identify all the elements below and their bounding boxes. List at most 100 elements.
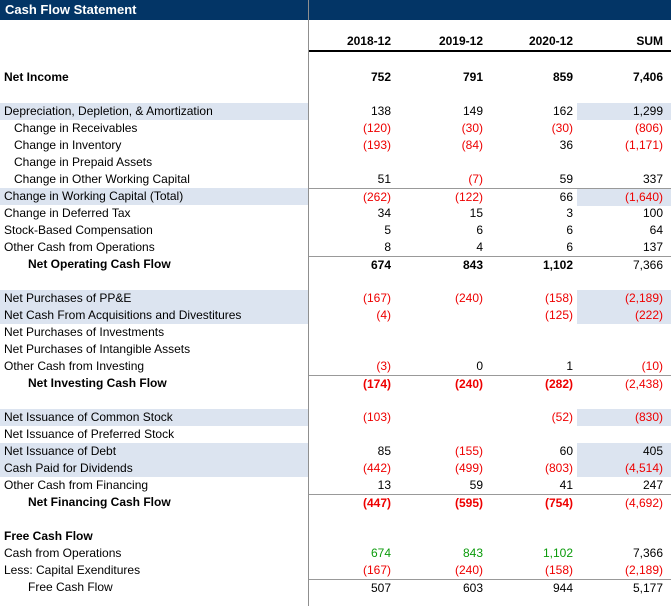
row-label[interactable]: Change in Deferred Tax <box>4 206 131 220</box>
cell-2020-12[interactable]: 162 <box>552 104 573 118</box>
cell-2018-12[interactable]: 5 <box>384 223 391 237</box>
cell-2020-12[interactable]: (282) <box>544 377 573 391</box>
cell-2018-12[interactable]: (167) <box>362 291 391 305</box>
cell-2018-12[interactable]: 8 <box>384 240 391 254</box>
row-label[interactable]: Change in Working Capital (Total) <box>0 188 309 205</box>
cell-sum[interactable]: (1,640) <box>577 189 671 206</box>
cell-2019-12[interactable]: 791 <box>462 70 483 84</box>
cell-2019-12[interactable] <box>395 409 487 426</box>
cell-2018-12[interactable]: (4) <box>376 308 391 322</box>
cell-sum[interactable] <box>577 341 671 358</box>
cell-2020-12[interactable] <box>487 154 577 171</box>
cell-2018-12[interactable]: (262) <box>362 190 391 204</box>
cell-2018-12[interactable]: (174) <box>362 377 391 391</box>
row-label[interactable]: Net Issuance of Common Stock <box>0 409 309 426</box>
cell-2020-12[interactable]: (754) <box>544 496 573 510</box>
cell-2020-12[interactable]: 1,102 <box>542 546 573 560</box>
cell-2018-12[interactable]: (120) <box>362 121 391 135</box>
cell-2018-12[interactable]: 138 <box>370 104 391 118</box>
cell-2018-12[interactable]: (3) <box>376 359 391 373</box>
cell-2020-12[interactable] <box>487 528 577 545</box>
cell-2020-12[interactable] <box>487 426 577 443</box>
row-label[interactable]: Net Purchases of Intangible Assets <box>4 342 191 356</box>
row-label[interactable]: Net Investing Cash Flow <box>28 376 167 390</box>
row-label[interactable]: Net Purchases of Investments <box>4 325 165 339</box>
cell-2018-12[interactable]: 507 <box>370 581 391 595</box>
cell-2019-12[interactable]: (240) <box>454 563 483 577</box>
cell-2020-12[interactable] <box>487 324 577 341</box>
cell-2018-12[interactable]: (167) <box>362 563 391 577</box>
cell-sum[interactable]: 1,299 <box>577 103 671 120</box>
row-label[interactable]: Net Issuance of Preferred Stock <box>4 427 175 441</box>
cell-2018-12[interactable]: (442) <box>362 461 391 475</box>
cell-sum[interactable]: (2,189) <box>577 290 671 307</box>
row-label[interactable]: Cash Paid for Dividends <box>0 460 309 477</box>
cell-sum[interactable]: 7,366 <box>632 546 663 560</box>
cell-2019-12[interactable] <box>395 154 487 171</box>
cell-sum[interactable]: 337 <box>642 172 663 186</box>
cell-2020-12[interactable]: 36 <box>559 138 573 152</box>
cell-2018-12[interactable]: (447) <box>362 496 391 510</box>
cell-sum[interactable] <box>577 426 671 443</box>
cell-2018-12[interactable] <box>309 341 395 358</box>
row-label[interactable]: Depreciation, Depletion, & Amortization <box>0 103 309 120</box>
row-label[interactable]: Net Operating Cash Flow <box>28 257 171 271</box>
cell-sum[interactable]: (2,189) <box>624 563 663 577</box>
cell-2020-12[interactable] <box>487 341 577 358</box>
cell-sum[interactable]: 64 <box>649 223 663 237</box>
cell-sum[interactable]: 100 <box>642 206 663 220</box>
cell-2018-12[interactable]: 674 <box>370 546 391 560</box>
cell-2018-12[interactable] <box>309 528 395 545</box>
cell-sum[interactable]: 5,177 <box>632 581 663 595</box>
cell-2019-12[interactable]: (595) <box>454 496 483 510</box>
cell-2019-12[interactable]: (122) <box>454 190 483 204</box>
cell-2020-12[interactable]: 859 <box>552 70 573 84</box>
row-label[interactable]: Change in Prepaid Assets <box>14 155 153 169</box>
cell-2020-12[interactable]: 60 <box>559 444 573 458</box>
cell-2019-12[interactable] <box>395 341 487 358</box>
row-label[interactable]: Other Cash from Financing <box>4 478 149 492</box>
cell-2018-12[interactable] <box>309 426 395 443</box>
cell-2020-12[interactable]: 1,102 <box>542 258 573 272</box>
cell-sum[interactable]: (4,514) <box>577 460 671 477</box>
cell-2019-12[interactable]: 149 <box>462 104 483 118</box>
cell-sum[interactable]: (806) <box>634 121 663 135</box>
cell-2020-12[interactable]: 6 <box>566 240 573 254</box>
cell-2019-12[interactable]: (499) <box>454 461 483 475</box>
cell-2019-12[interactable]: (240) <box>454 291 483 305</box>
cell-2019-12[interactable]: 843 <box>462 546 483 560</box>
cell-sum[interactable]: 7,406 <box>632 70 663 84</box>
cell-2019-12[interactable]: (30) <box>461 121 483 135</box>
cell-2019-12[interactable]: 59 <box>469 478 483 492</box>
cell-2018-12[interactable]: (193) <box>362 138 391 152</box>
cell-sum[interactable]: 247 <box>642 478 663 492</box>
cell-sum[interactable] <box>577 324 671 341</box>
cell-2019-12[interactable] <box>395 324 487 341</box>
row-label[interactable]: Net Financing Cash Flow <box>28 495 171 509</box>
row-label[interactable]: Net Issuance of Debt <box>0 443 309 460</box>
cell-2020-12[interactable]: (125) <box>544 308 573 322</box>
cell-2020-12[interactable]: 59 <box>559 172 573 186</box>
cell-2019-12[interactable]: (155) <box>454 444 483 458</box>
cell-2018-12[interactable]: 85 <box>377 444 391 458</box>
cell-2020-12[interactable]: 944 <box>552 581 573 595</box>
row-label[interactable]: Free Cash Flow <box>28 580 113 594</box>
row-label[interactable]: Net Income <box>4 70 69 84</box>
row-label[interactable]: Other Cash from Operations <box>4 240 155 254</box>
cell-2018-12[interactable]: 34 <box>377 206 391 220</box>
cell-2020-12[interactable]: (803) <box>544 461 573 475</box>
row-label[interactable]: Change in Receivables <box>14 121 138 135</box>
cell-2018-12[interactable]: 13 <box>377 478 391 492</box>
cell-sum[interactable]: 405 <box>577 443 671 460</box>
cell-2019-12[interactable] <box>395 307 487 324</box>
cell-2020-12[interactable]: 1 <box>566 359 573 373</box>
cell-sum[interactable]: (830) <box>577 409 671 426</box>
cell-2019-12[interactable]: 15 <box>469 206 483 220</box>
row-label[interactable]: Net Cash From Acquisitions and Divestitu… <box>0 307 309 324</box>
cell-2019-12[interactable]: 843 <box>462 258 483 272</box>
cell-2018-12[interactable]: (103) <box>362 410 391 424</box>
cell-sum[interactable] <box>577 154 671 171</box>
cell-sum[interactable] <box>577 528 671 545</box>
cell-2019-12[interactable]: 0 <box>476 359 483 373</box>
row-label[interactable]: Change in Inventory <box>14 138 122 152</box>
